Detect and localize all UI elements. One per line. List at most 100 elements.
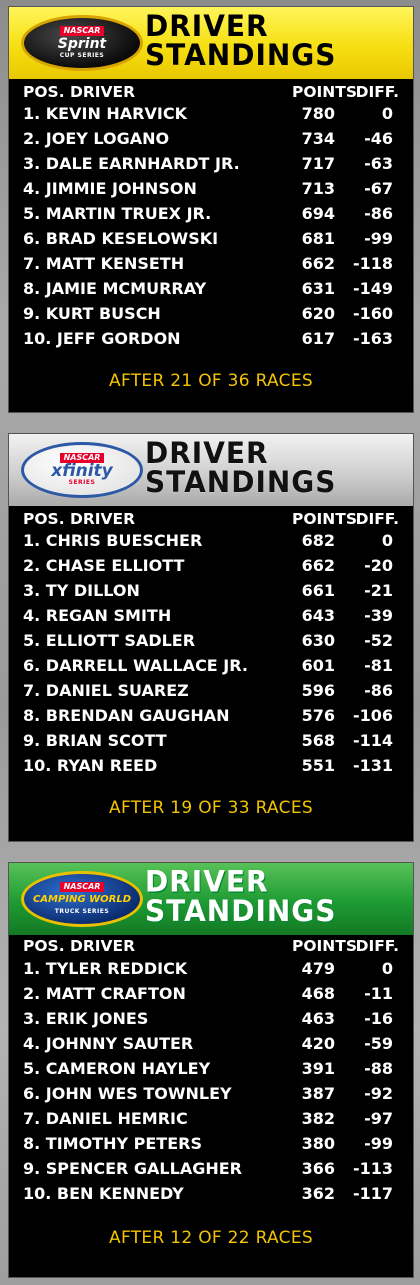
column-headers: POS. DRIVER POINTS DIFF. bbox=[23, 83, 399, 103]
diff-value: -131 bbox=[352, 756, 393, 775]
diff-value: -92 bbox=[364, 1084, 393, 1103]
points-value: 631 bbox=[301, 279, 335, 298]
standings-row: 10. BEN KENNEDY 362 -117 bbox=[23, 1184, 399, 1208]
diff-value: -99 bbox=[364, 229, 393, 248]
driver-name: 7. MATT KENSETH bbox=[23, 254, 185, 273]
series-logo-text: Sprint bbox=[57, 36, 107, 52]
column-headers: POS. DRIVER POINTS DIFF. bbox=[23, 937, 399, 957]
points-value: 643 bbox=[301, 606, 335, 625]
driver-name: 7. DANIEL SUAREZ bbox=[23, 681, 189, 700]
standings-row: 3. ERIK JONES 463 -16 bbox=[23, 1009, 399, 1033]
standings-row: 8. TIMOTHY PETERS 380 -99 bbox=[23, 1134, 399, 1158]
driver-name: 3. ERIK JONES bbox=[23, 1009, 149, 1028]
points-value: 551 bbox=[301, 756, 335, 775]
standings-row: 7. DANIEL HEMRIC 382 -97 bbox=[23, 1109, 399, 1133]
driver-name: 3. TY DILLON bbox=[23, 581, 140, 600]
standings-row: 2. CHASE ELLIOTT 662 -20 bbox=[23, 556, 399, 580]
series-logo-subtext: TRUCK SERIES bbox=[54, 908, 110, 915]
points-value: 387 bbox=[301, 1084, 335, 1103]
col-points: POINTS bbox=[291, 83, 357, 101]
col-diff: DIFF. bbox=[355, 510, 399, 528]
driver-name: 6. JOHN WES TOWNLEY bbox=[23, 1084, 232, 1103]
series-logo-text: CAMPING WORLD bbox=[32, 894, 132, 905]
diff-value: -86 bbox=[364, 681, 393, 700]
points-value: 568 bbox=[301, 731, 335, 750]
points-value: 630 bbox=[301, 631, 335, 650]
diff-value: -149 bbox=[352, 279, 393, 298]
diff-value: -39 bbox=[364, 606, 393, 625]
diff-value: -20 bbox=[364, 556, 393, 575]
driver-name: 2. CHASE ELLIOTT bbox=[23, 556, 185, 575]
points-value: 463 bbox=[301, 1009, 335, 1028]
driver-name: 8. JAMIE MCMURRAY bbox=[23, 279, 207, 298]
standings-row: 9. BRIAN SCOTT 568 -114 bbox=[23, 731, 399, 755]
standings-row: 8. BRENDAN GAUGHAN 576 -106 bbox=[23, 706, 399, 730]
races-footer: AFTER 21 OF 36 RACES bbox=[109, 371, 313, 391]
points-value: 734 bbox=[301, 129, 335, 148]
col-points: POINTS bbox=[291, 510, 357, 528]
driver-name: 6. DARRELL WALLACE JR. bbox=[23, 656, 248, 675]
panel-title: DRIVER STANDINGS bbox=[145, 435, 337, 500]
xfinity-series-logo: NASCAR xfinity SERIES bbox=[21, 442, 143, 498]
diff-value: -114 bbox=[352, 731, 393, 750]
driver-name: 8. TIMOTHY PETERS bbox=[23, 1134, 202, 1153]
points-value: 391 bbox=[301, 1059, 335, 1078]
driver-name: 7. DANIEL HEMRIC bbox=[23, 1109, 188, 1128]
points-value: 362 bbox=[301, 1184, 335, 1203]
standings-row: 3. DALE EARNHARDT JR. 717 -63 bbox=[23, 154, 399, 178]
standings-row: 6. JOHN WES TOWNLEY 387 -92 bbox=[23, 1084, 399, 1108]
standings-row: 1. KEVIN HARVICK 780 0 bbox=[23, 104, 399, 128]
panel-title: DRIVER STANDINGS bbox=[145, 8, 337, 73]
points-value: 382 bbox=[301, 1109, 335, 1128]
standings-row: 7. MATT KENSETH 662 -118 bbox=[23, 254, 399, 278]
driver-name: 9. BRIAN SCOTT bbox=[23, 731, 167, 750]
diff-value: -118 bbox=[352, 254, 393, 273]
standings-row: 4. JOHNNY SAUTER 420 -59 bbox=[23, 1034, 399, 1058]
driver-name: 5. ELLIOTT SADLER bbox=[23, 631, 196, 650]
diff-value: -52 bbox=[364, 631, 393, 650]
driver-name: 1. TYLER REDDICK bbox=[23, 959, 188, 978]
col-diff: DIFF. bbox=[355, 937, 399, 955]
points-value: 662 bbox=[301, 254, 335, 273]
driver-name: 4. JIMMIE JOHNSON bbox=[23, 179, 197, 198]
driver-name: 4. REGAN SMITH bbox=[23, 606, 172, 625]
driver-name: 5. MARTIN TRUEX JR. bbox=[23, 204, 212, 223]
diff-value: -11 bbox=[364, 984, 393, 1003]
diff-value: -113 bbox=[352, 1159, 393, 1178]
standings-row: 6. DARRELL WALLACE JR. 601 -81 bbox=[23, 656, 399, 680]
driver-name: 2. JOEY LOGANO bbox=[23, 129, 170, 148]
driver-name: 8. BRENDAN GAUGHAN bbox=[23, 706, 230, 725]
points-value: 620 bbox=[301, 304, 335, 323]
standings-row: 7. DANIEL SUAREZ 596 -86 bbox=[23, 681, 399, 705]
nascar-logo-text: NASCAR bbox=[59, 26, 105, 36]
nascar-logo-text: NASCAR bbox=[59, 882, 105, 892]
diff-value: -46 bbox=[364, 129, 393, 148]
column-headers: POS. DRIVER POINTS DIFF. bbox=[23, 510, 399, 530]
points-value: 576 bbox=[301, 706, 335, 725]
diff-value: -63 bbox=[364, 154, 393, 173]
col-pos-driver: POS. DRIVER bbox=[23, 510, 136, 528]
standings-row: 2. MATT CRAFTON 468 -11 bbox=[23, 984, 399, 1008]
diff-value: -160 bbox=[352, 304, 393, 323]
xfinity-standings-panel: NASCAR xfinity SERIES DRIVER STANDINGS P… bbox=[8, 433, 414, 842]
points-value: 479 bbox=[301, 959, 335, 978]
driver-name: 10. BEN KENNEDY bbox=[23, 1184, 184, 1203]
standings-row: 5. MARTIN TRUEX JR. 694 -86 bbox=[23, 204, 399, 228]
diff-value: -99 bbox=[364, 1134, 393, 1153]
driver-name: 1. CHRIS BUESCHER bbox=[23, 531, 203, 550]
points-value: 780 bbox=[301, 104, 335, 123]
panel-title: DRIVER STANDINGS bbox=[145, 864, 337, 929]
diff-value: 0 bbox=[381, 959, 393, 978]
points-value: 682 bbox=[301, 531, 335, 550]
diff-value: -59 bbox=[364, 1034, 393, 1053]
standings-row: 4. REGAN SMITH 643 -39 bbox=[23, 606, 399, 630]
points-value: 420 bbox=[301, 1034, 335, 1053]
points-value: 661 bbox=[301, 581, 335, 600]
points-value: 662 bbox=[301, 556, 335, 575]
points-value: 596 bbox=[301, 681, 335, 700]
points-value: 694 bbox=[301, 204, 335, 223]
diff-value: -21 bbox=[364, 581, 393, 600]
points-value: 380 bbox=[301, 1134, 335, 1153]
races-footer: AFTER 19 OF 33 RACES bbox=[109, 798, 313, 818]
driver-name: 5. CAMERON HAYLEY bbox=[23, 1059, 211, 1078]
